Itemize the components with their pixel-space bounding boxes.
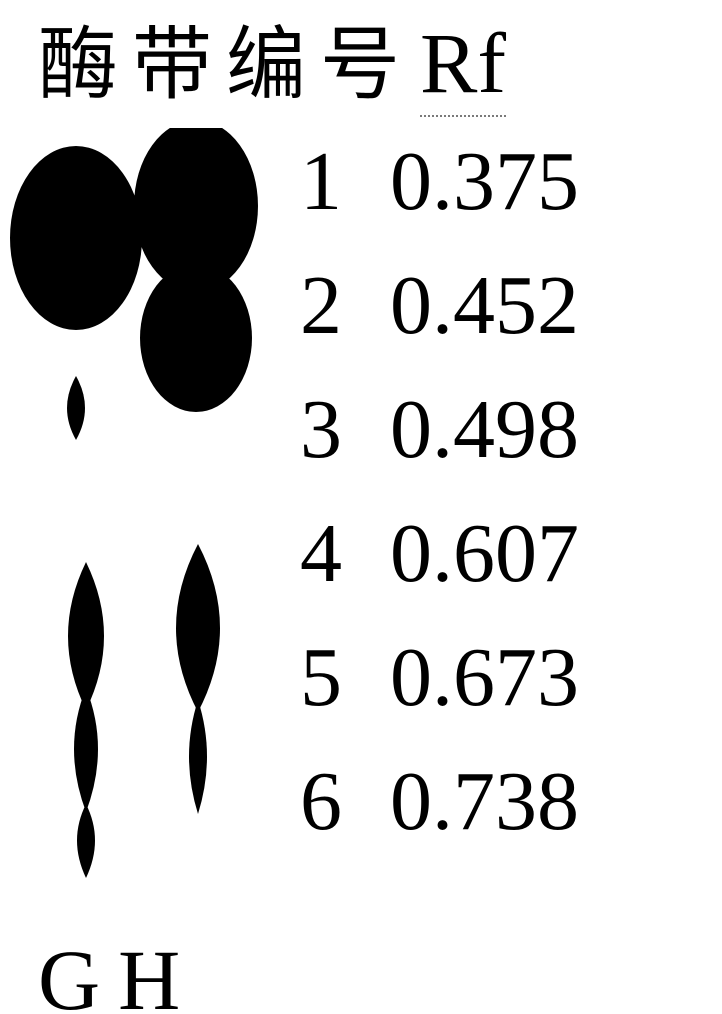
spot-g-4: [74, 688, 98, 812]
rf-value: 0.607: [390, 492, 579, 616]
rf-value: 0.375: [390, 120, 579, 244]
spot-g-3: [68, 562, 104, 710]
rf-table: 1 0.375 2 0.452 3 0.498 4 0.607 5 0.673 …: [300, 120, 579, 864]
gel-svg: [4, 128, 294, 918]
rf-value: 0.673: [390, 616, 579, 740]
table-row: 4 0.607: [300, 492, 579, 616]
spot-h-connector: [164, 268, 228, 308]
table-row: 1 0.375: [300, 120, 579, 244]
spot-h-3: [176, 544, 220, 712]
lane-h-label: H: [118, 930, 180, 1014]
spot-h-4: [189, 700, 207, 814]
table-row: 5 0.673: [300, 616, 579, 740]
spot-g-2: [67, 376, 85, 440]
header-rf-label: Rf: [420, 13, 506, 117]
table-row: 6 0.738: [300, 740, 579, 864]
band-number: 2: [300, 244, 390, 368]
header: 酶带编号 Rf: [0, 0, 722, 117]
rf-value: 0.452: [390, 244, 579, 368]
lane-g-label: G: [38, 930, 100, 1014]
spot-g-5: [77, 804, 95, 878]
rf-value: 0.738: [390, 740, 579, 864]
band-number: 6: [300, 740, 390, 864]
band-number: 5: [300, 616, 390, 740]
lane-labels: G H: [38, 930, 180, 1014]
table-row: 3 0.498: [300, 368, 579, 492]
rf-value: 0.498: [390, 368, 579, 492]
band-number: 1: [300, 120, 390, 244]
header-cn-label: 酶带编号: [38, 0, 414, 116]
spot-g-1: [10, 146, 142, 330]
gel-diagram: [4, 128, 294, 918]
band-number: 3: [300, 368, 390, 492]
band-number: 4: [300, 492, 390, 616]
figure-root: 酶带编号 Rf 1 0.375: [0, 0, 722, 1014]
table-row: 2 0.452: [300, 244, 579, 368]
